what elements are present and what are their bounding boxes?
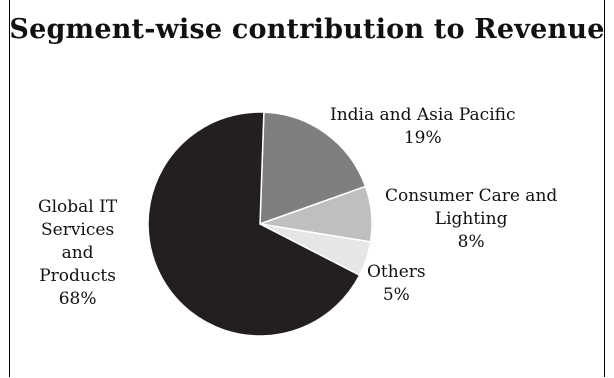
slice-label-line: Services bbox=[40, 220, 115, 240]
slice-label-line: Others bbox=[367, 262, 426, 282]
pie-slice-3 bbox=[147, 111, 361, 337]
slice-label-line: Products bbox=[39, 266, 116, 286]
slice-label-global-it-services: Global IT Services and Products 68% bbox=[38, 196, 117, 311]
slice-label-line: Lighting bbox=[434, 209, 508, 229]
chart-frame bbox=[9, 0, 605, 377]
slice-label-india-asia-pacific: India and Asia Pacific 19% bbox=[330, 104, 516, 150]
slice-value-label: 5% bbox=[382, 285, 410, 305]
slice-label-line: Global IT bbox=[38, 197, 118, 217]
slice-value-label: 8% bbox=[457, 232, 485, 252]
slice-label-others: Others 5% bbox=[367, 261, 426, 307]
slice-label-line: and bbox=[61, 243, 94, 263]
slice-value-label: 68% bbox=[58, 289, 97, 309]
slice-label-line: Consumer Care and bbox=[385, 186, 558, 206]
chart-title: Segment-wise contribution to Revenue bbox=[9, 14, 605, 45]
slice-label-line: India and Asia Pacific bbox=[330, 105, 516, 125]
pie-slice-0 bbox=[259, 111, 367, 226]
slice-value-label: 19% bbox=[403, 128, 442, 148]
slice-label-consumer-care-lighting: Consumer Care and Lighting 8% bbox=[385, 185, 557, 254]
